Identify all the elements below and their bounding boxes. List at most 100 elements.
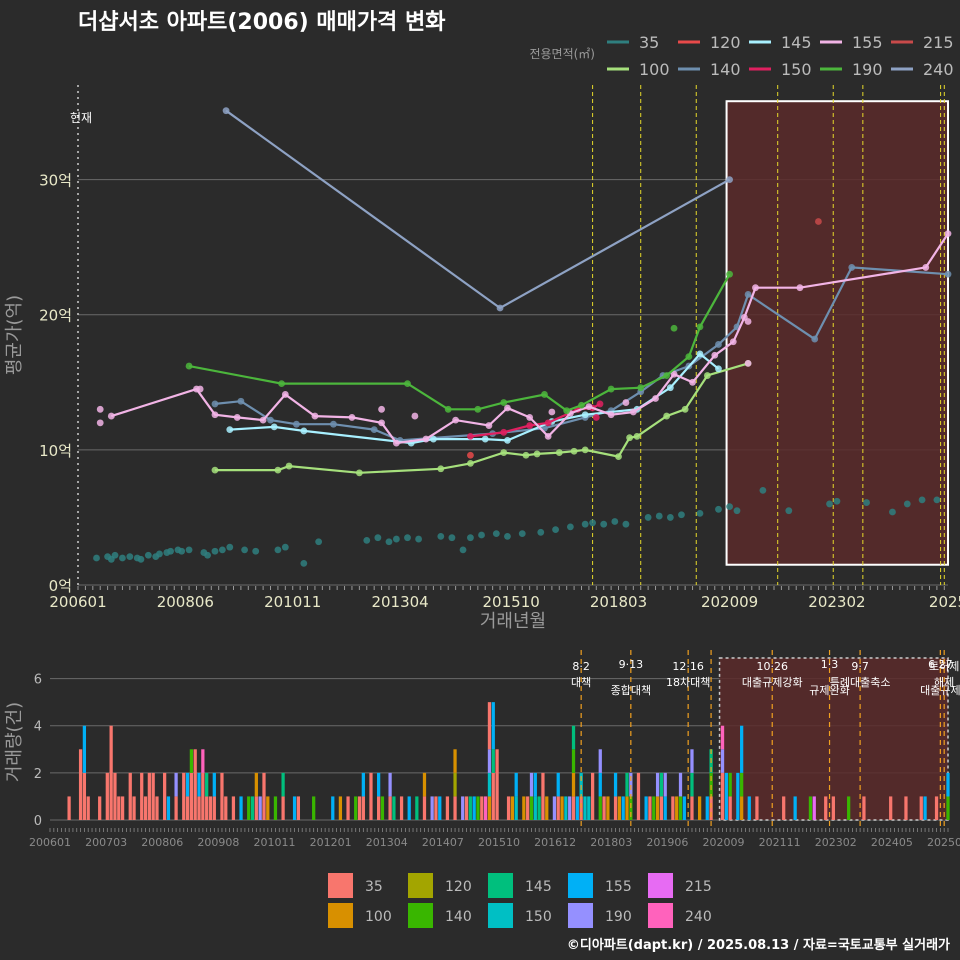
data-point-140 [293, 420, 300, 428]
bar-x-tick-label: 202508 [927, 836, 960, 849]
data-point-145 [300, 427, 308, 435]
data-point-35 [218, 546, 226, 554]
volume-bar-35 [105, 772, 109, 820]
volume-bar-35 [480, 796, 484, 820]
data-point-155 [607, 411, 615, 419]
volume-bar-140 [808, 796, 813, 820]
data-point-35 [696, 509, 704, 517]
data-point-155 [652, 395, 659, 402]
data-point-145 [504, 437, 511, 444]
data-point-240 [496, 304, 504, 312]
data-point-35 [785, 507, 793, 515]
volume-bar-190 [720, 749, 725, 773]
data-point-100 [555, 449, 563, 456]
volume-bar-100 [453, 749, 457, 773]
series-line-240 [225, 109, 731, 310]
bar-y-tick-label: 4 [34, 720, 42, 735]
data-point-100 [522, 451, 530, 459]
volume-bar-35 [109, 725, 113, 820]
data-point-35 [415, 535, 422, 543]
data-point-155 [392, 439, 400, 447]
data-point-35 [566, 523, 574, 531]
volume-bar-155 [197, 772, 201, 797]
volume-bar-140 [740, 772, 744, 797]
data-point-35 [581, 520, 589, 528]
volume-bar-155 [514, 772, 518, 797]
volume-bar-145 [468, 796, 472, 820]
volume-bar-240 [484, 796, 488, 820]
data-point-155 [378, 419, 385, 427]
bar-x-tick-label: 201510 [478, 836, 520, 849]
highlight-region [725, 100, 949, 566]
data-point-140 [944, 270, 952, 278]
volume-bar-100 [422, 772, 427, 797]
data-point-155 [196, 385, 204, 393]
data-point-35 [589, 519, 596, 527]
data-point-35 [537, 528, 545, 536]
volume-bar-35 [831, 796, 835, 820]
x-tick-label: 201510 [483, 593, 540, 611]
volume-bar-155 [724, 772, 728, 820]
bar-y-axis-title: 거래량(건) [4, 702, 25, 782]
volume-bar-35 [690, 796, 694, 820]
data-point-35 [478, 531, 485, 539]
volume-bar-150 [579, 772, 583, 797]
volume-bar-145 [392, 796, 396, 820]
volume-bar-35 [919, 796, 923, 820]
x-tick-label: 202009 [701, 593, 758, 611]
volume-bar-140 [629, 796, 633, 820]
data-point-190 [696, 323, 704, 331]
data-point-155 [729, 338, 737, 346]
volume-bar-155 [793, 796, 797, 820]
bar-x-tick-label: 200703 [85, 836, 127, 849]
x-tick-label: 201304 [371, 593, 428, 611]
data-point-35 [404, 534, 411, 542]
volume-bar-35 [445, 796, 450, 820]
volume-bar-35 [281, 796, 285, 820]
data-point-155 [711, 351, 719, 359]
volume-bar-190 [552, 796, 557, 820]
volume-bar-155 [438, 796, 442, 820]
volume-bar-145 [491, 749, 495, 773]
volume-bar-35 [491, 772, 495, 820]
data-point-155 [411, 412, 419, 420]
volume-bar-35 [422, 796, 427, 820]
data-point-100 [355, 469, 363, 477]
data-point-155 [629, 408, 637, 416]
volume-bar-35 [556, 796, 560, 820]
data-point-190 [474, 405, 482, 413]
data-point-140 [811, 335, 819, 343]
volume-bar-100 [487, 796, 492, 820]
series-line-155 [110, 232, 949, 445]
volume-bar-35 [782, 796, 786, 820]
data-point-35 [144, 551, 152, 559]
volume-bar-140 [529, 796, 534, 820]
data-point-35 [644, 514, 652, 521]
volume-bar-155 [361, 772, 365, 797]
data-point-35 [111, 551, 119, 559]
volume-bar-190 [690, 749, 694, 773]
volume-bar-35 [934, 796, 939, 820]
bar-legend-swatch-35 [328, 873, 353, 898]
data-point-35 [167, 547, 174, 555]
data-point-35 [889, 508, 896, 516]
legend-label-215: 215 [923, 33, 954, 52]
data-point-190 [663, 372, 671, 379]
volume-bar-35 [151, 772, 155, 820]
data-point-190 [185, 362, 193, 370]
data-point-150 [596, 400, 604, 408]
chart-title: 더샵서초 아파트(2006) 매매가격 변화 [78, 10, 446, 35]
volume-bar-100 [617, 796, 621, 820]
volume-bar-190 [487, 749, 492, 773]
data-point-100 [663, 412, 671, 420]
bar-legend-swatch-120 [408, 873, 433, 898]
volume-bar-35 [346, 796, 350, 820]
volume-bar-35 [495, 749, 499, 820]
policy-annotation-label: 대책 [571, 676, 591, 689]
x-axis-title: 거래년월 [480, 611, 546, 632]
volume-bar-155 [491, 702, 495, 750]
data-point-100 [681, 405, 689, 413]
data-point-35 [281, 543, 289, 551]
volume-bar-35 [155, 796, 159, 820]
volume-bar-140 [946, 796, 950, 820]
